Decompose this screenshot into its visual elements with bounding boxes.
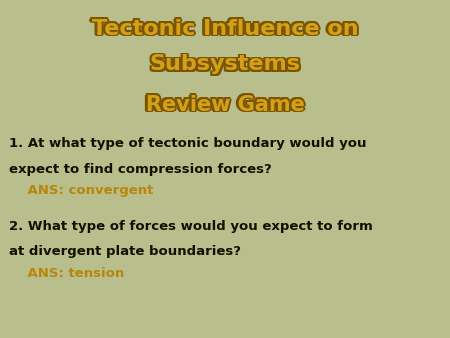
- Text: Subsystems: Subsystems: [151, 55, 302, 76]
- Text: 1. At what type of tectonic boundary would you: 1. At what type of tectonic boundary wou…: [9, 137, 366, 150]
- Text: Tectonic Influence on: Tectonic Influence on: [94, 20, 360, 40]
- Text: Review Game: Review Game: [147, 93, 306, 114]
- Text: Subsystems: Subsystems: [148, 55, 299, 76]
- Text: ANS: tension: ANS: tension: [9, 267, 124, 280]
- Text: Subsystems: Subsystems: [148, 53, 299, 73]
- Text: 2. What type of forces would you expect to form: 2. What type of forces would you expect …: [9, 220, 373, 233]
- Text: Review Game: Review Game: [145, 96, 305, 117]
- Text: Subsystems: Subsystems: [149, 56, 301, 76]
- Text: at divergent plate boundaries?: at divergent plate boundaries?: [9, 245, 241, 258]
- Text: expect to find compression forces?: expect to find compression forces?: [9, 163, 272, 175]
- Text: Tectonic Influence on: Tectonic Influence on: [92, 20, 358, 41]
- Text: Subsystems: Subsystems: [149, 54, 301, 74]
- Text: Review Game: Review Game: [145, 93, 305, 113]
- Text: Review Game: Review Game: [144, 93, 303, 114]
- Text: Review Game: Review Game: [148, 95, 307, 115]
- Text: Subsystems: Subsystems: [147, 54, 298, 74]
- Text: Review Game: Review Game: [144, 96, 303, 116]
- Text: Subsystems: Subsystems: [151, 53, 302, 73]
- Text: Subsystems: Subsystems: [152, 54, 303, 74]
- Text: Review Game: Review Game: [147, 96, 306, 116]
- Text: Review Game: Review Game: [143, 95, 302, 115]
- Text: Tectonic Influence on: Tectonic Influence on: [92, 19, 358, 39]
- Text: Review Game: Review Game: [145, 95, 305, 115]
- Text: Tectonic Influence on: Tectonic Influence on: [90, 17, 356, 38]
- Text: Tectonic Influence on: Tectonic Influence on: [94, 17, 360, 38]
- Text: Tectonic Influence on: Tectonic Influence on: [94, 19, 360, 39]
- Text: Tectonic Influence on: Tectonic Influence on: [92, 17, 358, 37]
- Text: Subsystems: Subsystems: [149, 52, 301, 73]
- Text: Tectonic Influence on: Tectonic Influence on: [90, 20, 356, 40]
- Text: ANS: convergent: ANS: convergent: [9, 185, 153, 197]
- Text: Tectonic Influence on: Tectonic Influence on: [90, 19, 356, 39]
